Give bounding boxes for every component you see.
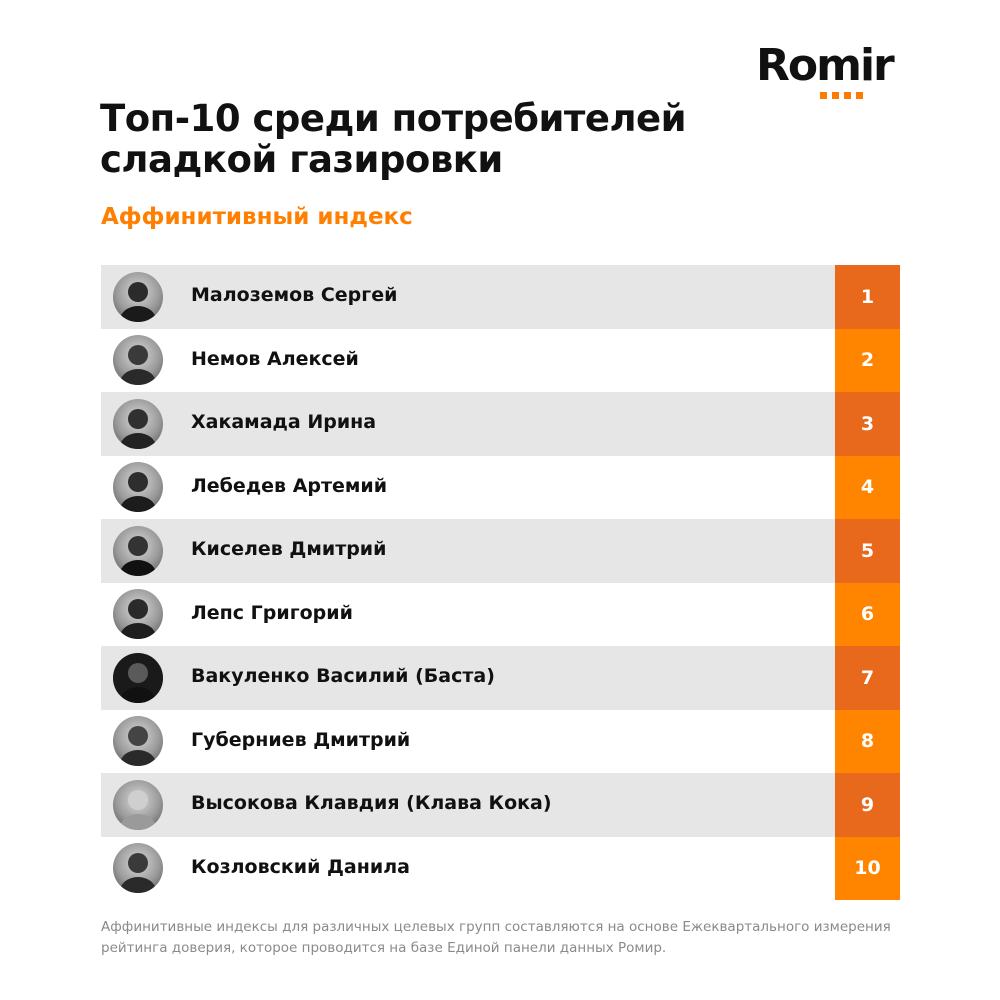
ranking-row: Немов Алексей 2 <box>101 328 900 392</box>
logo-dot <box>820 92 827 99</box>
ranking-row: Хакамада Ирина 3 <box>101 392 900 456</box>
person-name: Козловский Данила <box>191 855 410 878</box>
avatar <box>113 271 163 322</box>
ranking-list: Малоземов Сергей 1 Немов Алексей 2 Хакам… <box>101 265 900 900</box>
person-name: Киселев Дмитрий <box>191 538 387 560</box>
ranking-row: Лебедев Артемий 4 <box>101 455 900 519</box>
logo-dots <box>820 92 863 99</box>
footnote: Аффинитивные индексы для различных целев… <box>101 919 891 956</box>
person-name: Губерниев Дмитрий <box>191 728 411 751</box>
logo-dot <box>844 92 851 99</box>
ranking-row: Высокова Клавдия (Клава Кока) 9 <box>101 773 900 837</box>
avatar <box>113 843 163 894</box>
rank-badge: 8 <box>835 709 900 773</box>
logo-dot <box>856 92 863 99</box>
avatar <box>113 335 163 386</box>
avatar <box>113 525 163 576</box>
rank-badge: 1 <box>835 265 900 329</box>
avatar <box>113 716 163 767</box>
avatar <box>113 779 163 830</box>
ranking-row: Вакуленко Василий (Баста) 7 <box>101 646 900 710</box>
person-name: Хакамада Ирина <box>191 411 377 433</box>
rank-badge: 4 <box>835 455 900 519</box>
ranking-row: Губерниев Дмитрий 8 <box>101 709 900 773</box>
page-title: Топ-10 среди потребителей сладкой газиро… <box>100 97 687 181</box>
avatar <box>113 652 163 703</box>
romir-logo: Romir <box>756 44 902 104</box>
rank-badge: 7 <box>835 646 900 710</box>
person-name: Лепс Григорий <box>191 601 353 624</box>
rank-badge: 5 <box>835 519 900 583</box>
ranking-row: Малоземов Сергей 1 <box>101 265 900 329</box>
rank-badge: 9 <box>835 773 900 837</box>
rank-badge: 3 <box>835 392 900 456</box>
avatar <box>113 462 163 513</box>
person-name: Лебедев Артемий <box>191 474 388 497</box>
person-name: Немов Алексей <box>191 347 359 370</box>
person-name: Высокова Клавдия (Клава Кока) <box>191 792 552 814</box>
avatar <box>113 398 163 449</box>
ranking-row: Киселев Дмитрий 5 <box>101 519 900 583</box>
avatar <box>113 589 163 640</box>
rank-badge: 10 <box>835 836 900 900</box>
ranking-row: Лепс Григорий 6 <box>101 582 900 646</box>
rank-badge: 6 <box>835 582 900 646</box>
logo-wordmark: Romir <box>756 40 895 91</box>
logo-dot <box>832 92 839 99</box>
person-name: Вакуленко Василий (Баста) <box>191 665 495 687</box>
person-name: Малоземов Сергей <box>191 284 398 306</box>
ranking-row: Козловский Данила 10 <box>101 836 900 900</box>
page-subtitle: Аффинитивный индекс <box>101 204 413 230</box>
rank-badge: 2 <box>835 328 900 392</box>
